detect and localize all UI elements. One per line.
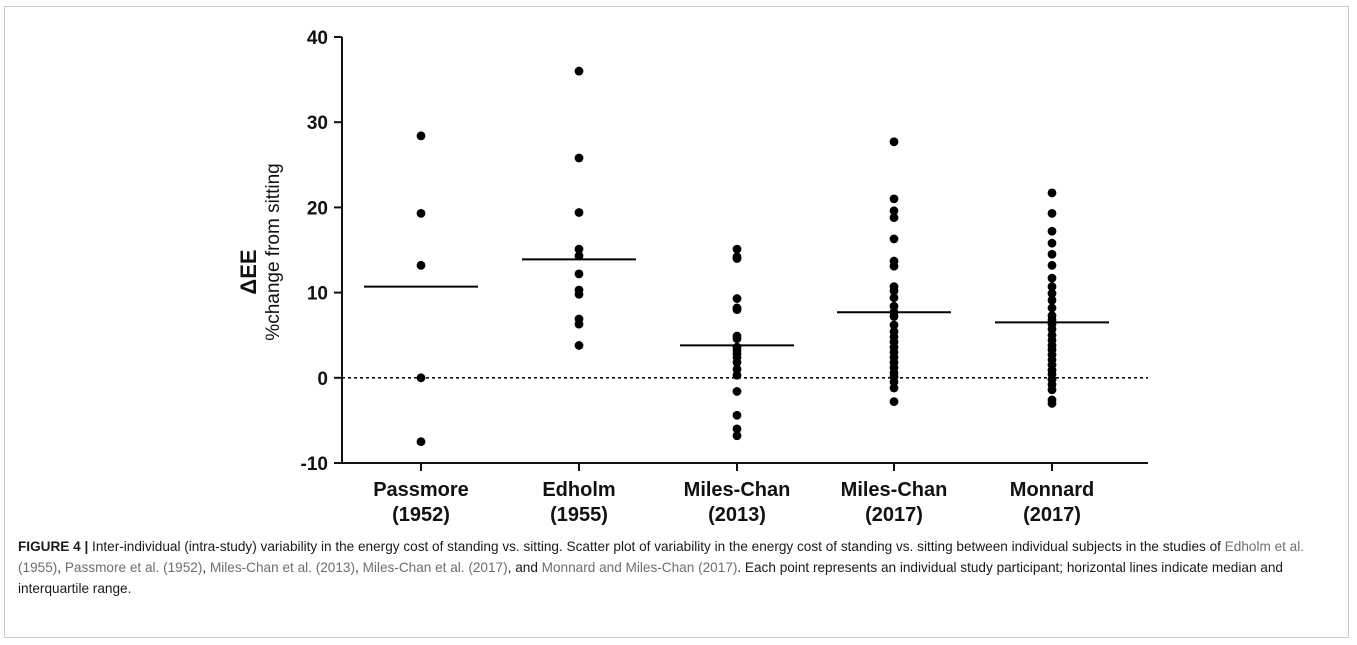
figure-caption: FIGURE 4 | Inter-individual (intra-study… [18,536,1338,599]
data-point [889,383,899,393]
x-category-year-label: (1952) [392,504,450,526]
data-point [732,387,742,396]
scatter-chart: ΔEE %change from sitting -10 0 10 20 30 40 Pa… [236,28,1148,526]
data-point [732,358,742,367]
data-point [889,286,899,296]
y-axis: -10 0 10 20 30 40 [301,28,343,475]
data-point [1047,249,1057,259]
caption-text: . Each point represents an individual st… [18,560,1283,596]
data-point [574,153,584,163]
y-tick-label: 30 [307,113,328,134]
data-point [1047,282,1057,292]
data-point [889,194,899,204]
x-category-year-label: (2017) [1023,504,1081,526]
data-point [732,334,742,344]
y-tick-label: 10 [307,284,328,305]
x-category-label: Monnard [1010,479,1094,501]
data-point [1047,208,1057,218]
data-point [889,261,899,271]
data-points-layer [416,66,1057,447]
data-point [1047,303,1057,313]
data-point [416,131,426,141]
x-category-label: Miles-Chan [684,479,791,501]
y-axis-label-main: ΔEE [236,249,261,294]
x-category-label: Miles-Chan [841,479,948,501]
y-tick-label: 20 [307,198,328,219]
caption-ref-link[interactable]: Miles-Chan et al. (2013) [209,560,356,575]
x-category-label: Passmore [373,479,469,501]
data-point [574,244,584,254]
data-point [732,305,742,315]
x-category-year-label: (2017) [865,504,923,526]
caption-text: , [202,560,210,575]
y-axis-label: ΔEE %change from sitting [236,163,284,340]
figure-label: FIGURE 4 | [18,539,89,554]
y-tick-label: 0 [317,369,328,390]
data-point [574,208,584,217]
caption-ref-link[interactable]: Monnard and Miles-Chan (2017) [541,560,738,575]
data-point [1047,226,1057,236]
data-point [1047,238,1057,248]
data-point [732,254,742,263]
x-category-year-label: (1955) [550,504,608,526]
caption-text: , [355,560,363,575]
caption-ref-link[interactable]: Miles-Chan et al. (2017) [362,560,508,575]
data-point [416,208,426,218]
median-lines-layer [364,258,1109,347]
data-point [732,244,742,254]
data-point [574,341,584,350]
data-point [889,206,899,216]
data-point [889,312,899,321]
data-point [889,213,899,223]
data-point [732,370,742,380]
data-point [574,269,584,279]
data-point [732,294,742,303]
data-point [416,437,426,447]
caption-ref-link[interactable]: Passmore et al. (1952) [64,560,203,575]
data-point [889,397,899,407]
data-point [732,424,742,434]
figure-frame [4,6,1349,638]
data-point [889,320,899,330]
y-tick-label: -10 [301,454,328,475]
caption-ref-link[interactable]: Edholm et al. (1955) [18,539,1305,575]
y-axis-label-sub: %change from sitting [263,163,284,340]
data-point [574,66,584,76]
caption-text: Inter-individual (intra-study) variabili… [88,539,1225,554]
data-point [416,373,426,383]
data-point [574,289,584,299]
data-point [889,293,899,303]
data-point [889,234,899,244]
data-point [1047,295,1057,305]
data-point [416,260,426,270]
data-point [574,319,584,329]
x-category-label: Edholm [542,479,615,501]
data-point [1047,289,1057,298]
x-axis: Passmore (1952) Edholm (1955) Miles-Chan (201… [342,462,1148,526]
data-point [574,251,584,261]
data-point [1047,273,1057,283]
data-point [889,137,899,147]
data-point [1047,260,1057,270]
x-category-year-label: (2013) [708,504,766,526]
data-point [732,410,742,420]
data-point [1047,398,1057,408]
caption-text: , and [507,560,542,575]
data-point [732,431,742,441]
data-point [1047,385,1057,395]
data-point [1047,188,1057,198]
y-tick-label: 40 [307,28,328,49]
caption-text: , [57,560,65,575]
